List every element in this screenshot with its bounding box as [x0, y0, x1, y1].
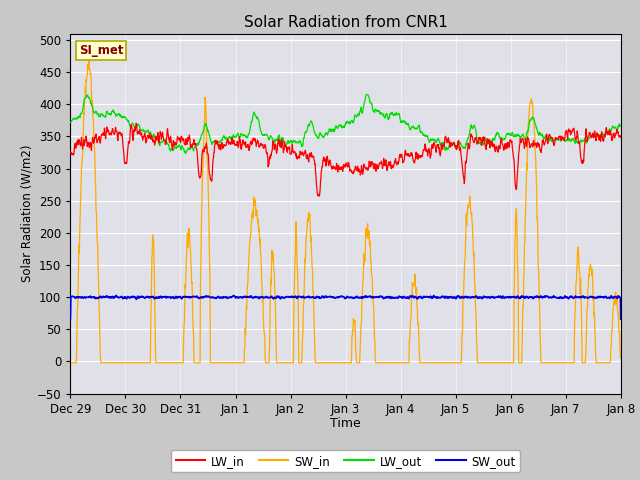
Legend: LW_in, SW_in, LW_out, SW_out: LW_in, SW_in, LW_out, SW_out: [171, 450, 520, 472]
X-axis label: Time: Time: [330, 417, 361, 430]
Text: SI_met: SI_met: [79, 44, 123, 58]
Title: Solar Radiation from CNR1: Solar Radiation from CNR1: [244, 15, 447, 30]
Y-axis label: Solar Radiation (W/m2): Solar Radiation (W/m2): [21, 145, 34, 282]
